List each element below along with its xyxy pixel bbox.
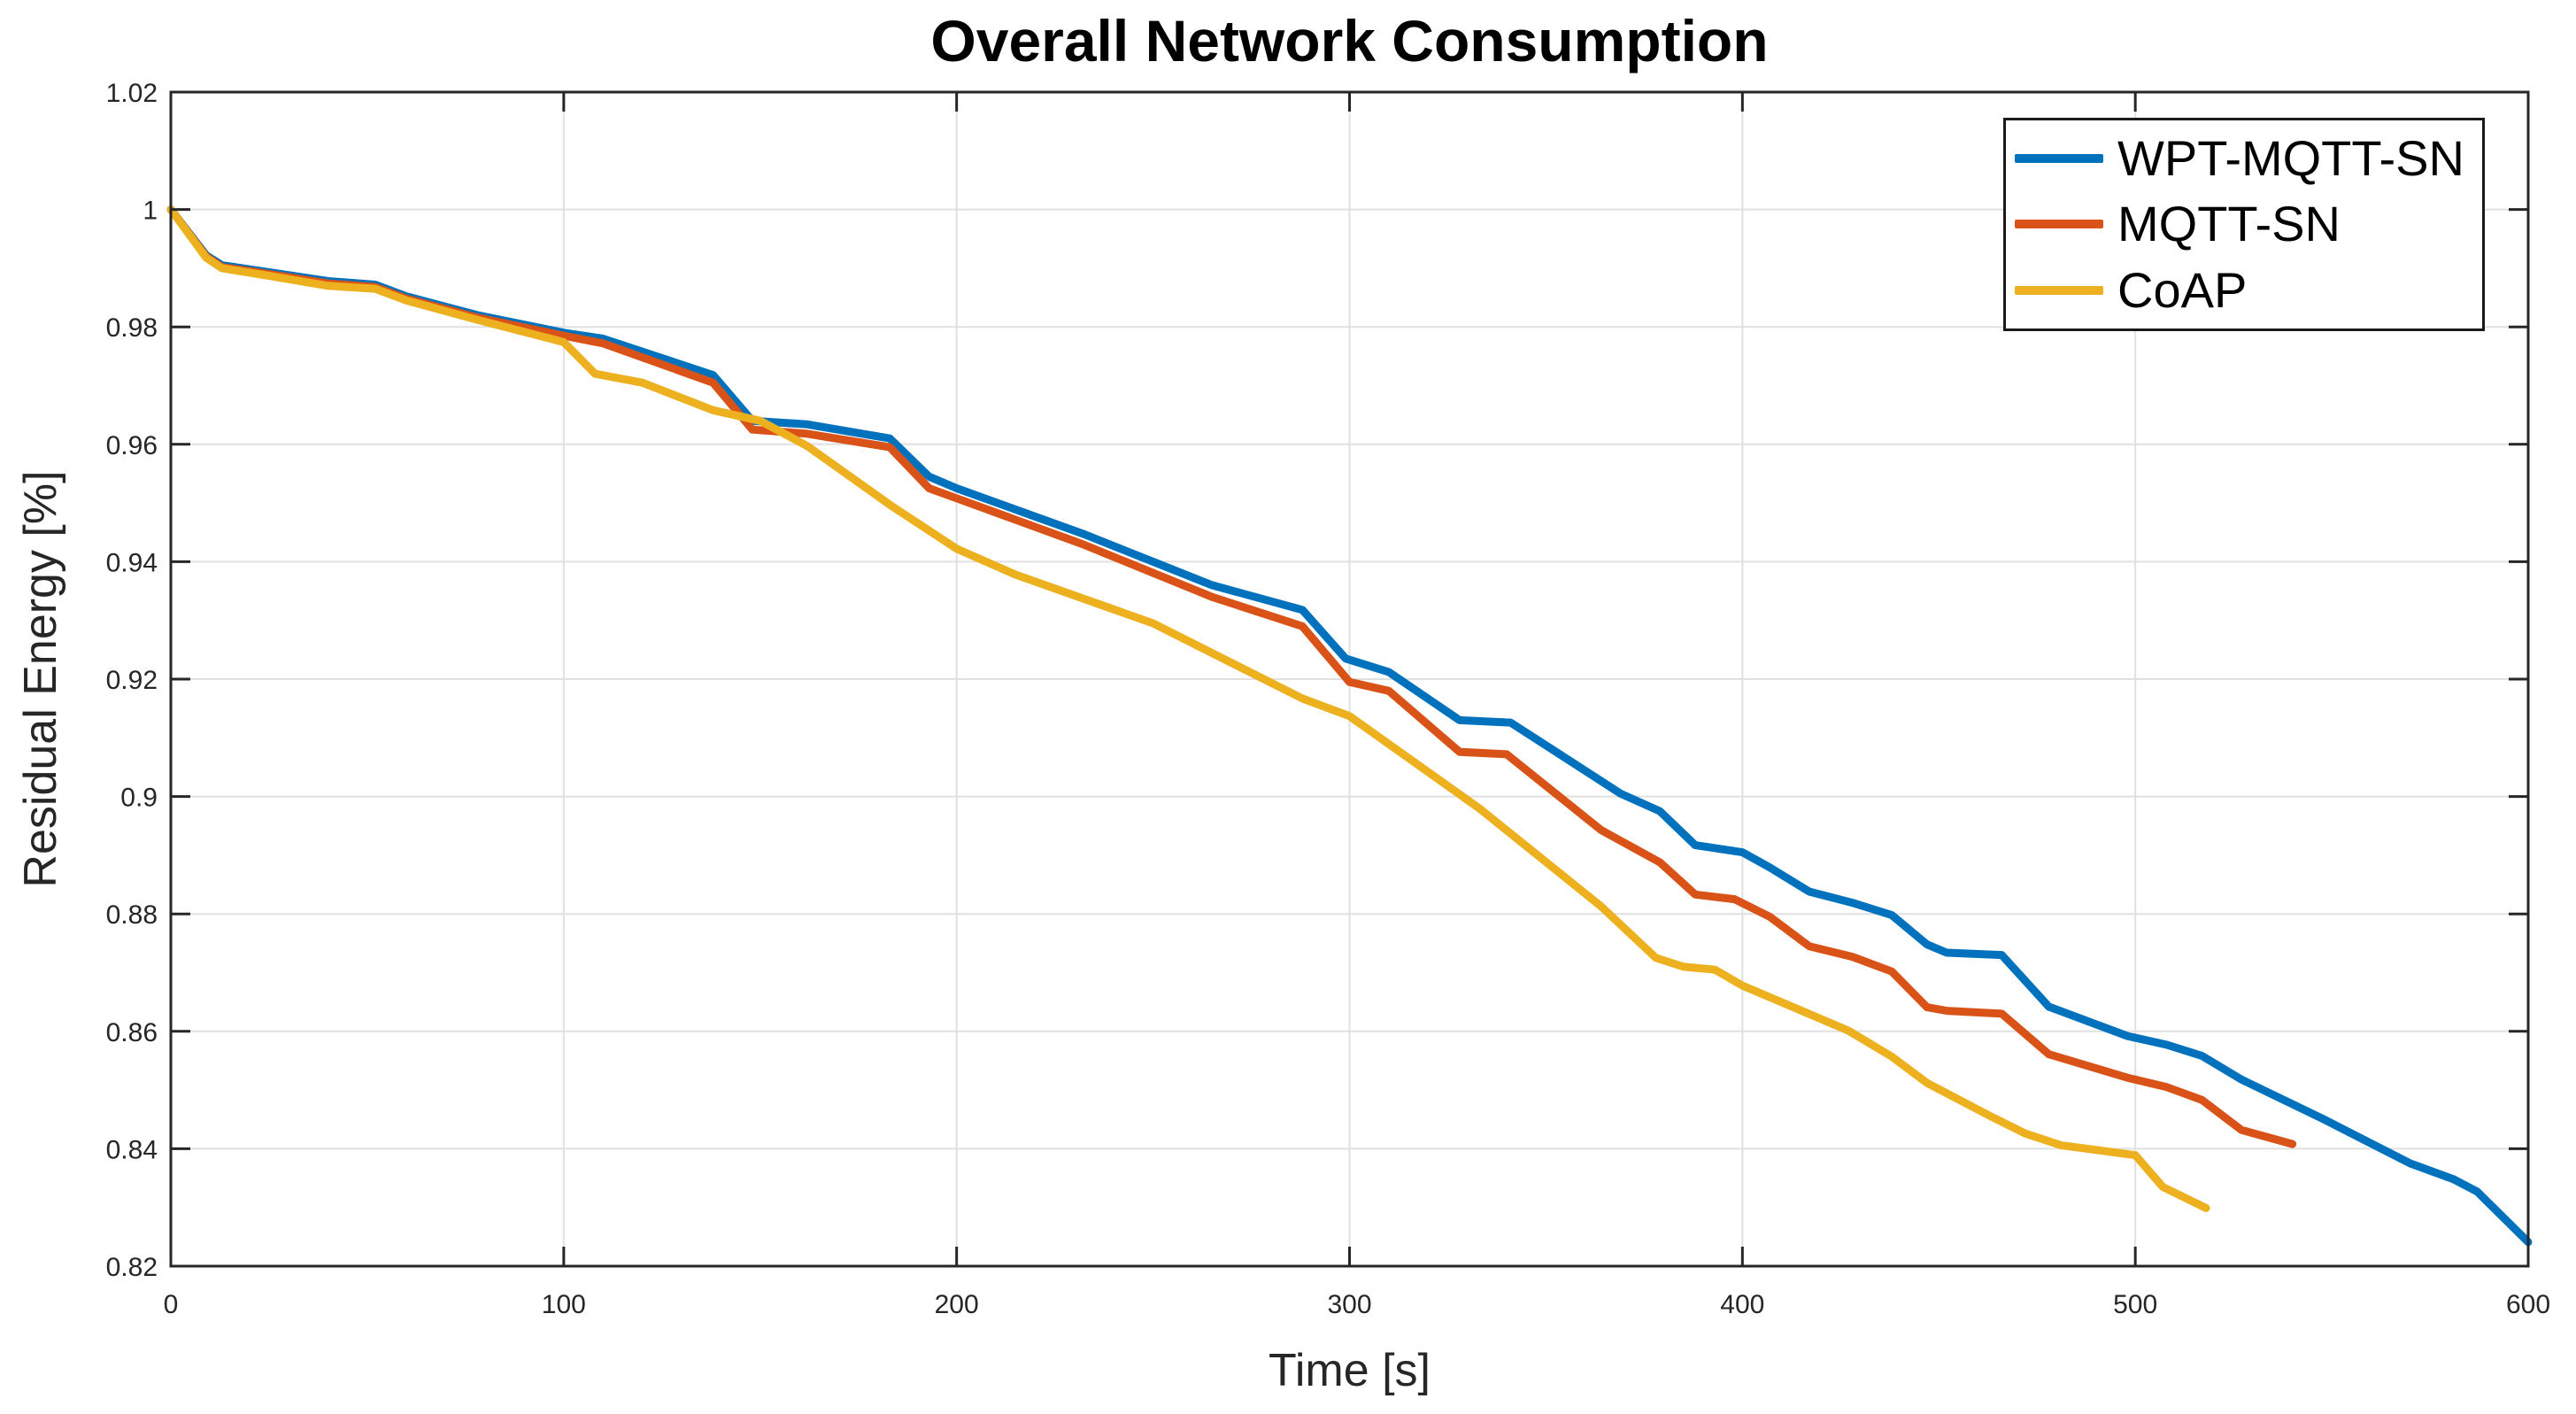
x-tick-label: 500	[2113, 1290, 2157, 1319]
y-tick-label: 0.88	[106, 900, 158, 930]
y-tick-label: 0.94	[106, 548, 158, 577]
series-line-mqtt-sn	[166, 205, 2297, 1148]
legend-label: CoAP	[2117, 261, 2248, 318]
x-axis-label: Time [s]	[1269, 1345, 1431, 1396]
legend-line-swatch	[2015, 220, 2103, 229]
legend-item-wpt-mqtt-sn: WPT-MQTT-SN	[2006, 134, 2482, 183]
legend-label: WPT-MQTT-SN	[2117, 130, 2464, 187]
legend-line-swatch	[2015, 285, 2103, 295]
legend: WPT-MQTT-SN MQTT-SN CoAP	[2003, 118, 2485, 331]
x-tick-label: 200	[935, 1290, 979, 1319]
x-tick-label: 400	[1720, 1290, 1764, 1319]
y-tick-label: 1	[143, 197, 158, 226]
y-tick-label: 0.84	[106, 1135, 158, 1164]
y-tick-label: 0.92	[106, 666, 158, 695]
x-tick-label: 300	[1327, 1290, 1371, 1319]
y-tick-label: 0.82	[106, 1253, 158, 1282]
y-tick-label: 0.9	[120, 784, 158, 813]
y-tick-label: 0.96	[106, 431, 158, 460]
x-tick-label: 100	[542, 1290, 586, 1319]
x-tick-label: 600	[2506, 1290, 2550, 1319]
legend-item-mqtt-sn: MQTT-SN	[2006, 199, 2482, 249]
y-tick-label: 0.98	[106, 313, 158, 343]
chart-title: Overall Network Consumption	[930, 8, 1769, 73]
x-tick-label: 0	[164, 1290, 179, 1319]
legend-line-swatch	[2015, 154, 2103, 164]
legend-label: MQTT-SN	[2117, 196, 2341, 252]
series-line-coap	[166, 205, 2210, 1212]
y-tick-label: 1.02	[106, 79, 158, 108]
y-tick-label: 0.86	[106, 1018, 158, 1047]
legend-item-coap: CoAP	[2006, 261, 2482, 318]
